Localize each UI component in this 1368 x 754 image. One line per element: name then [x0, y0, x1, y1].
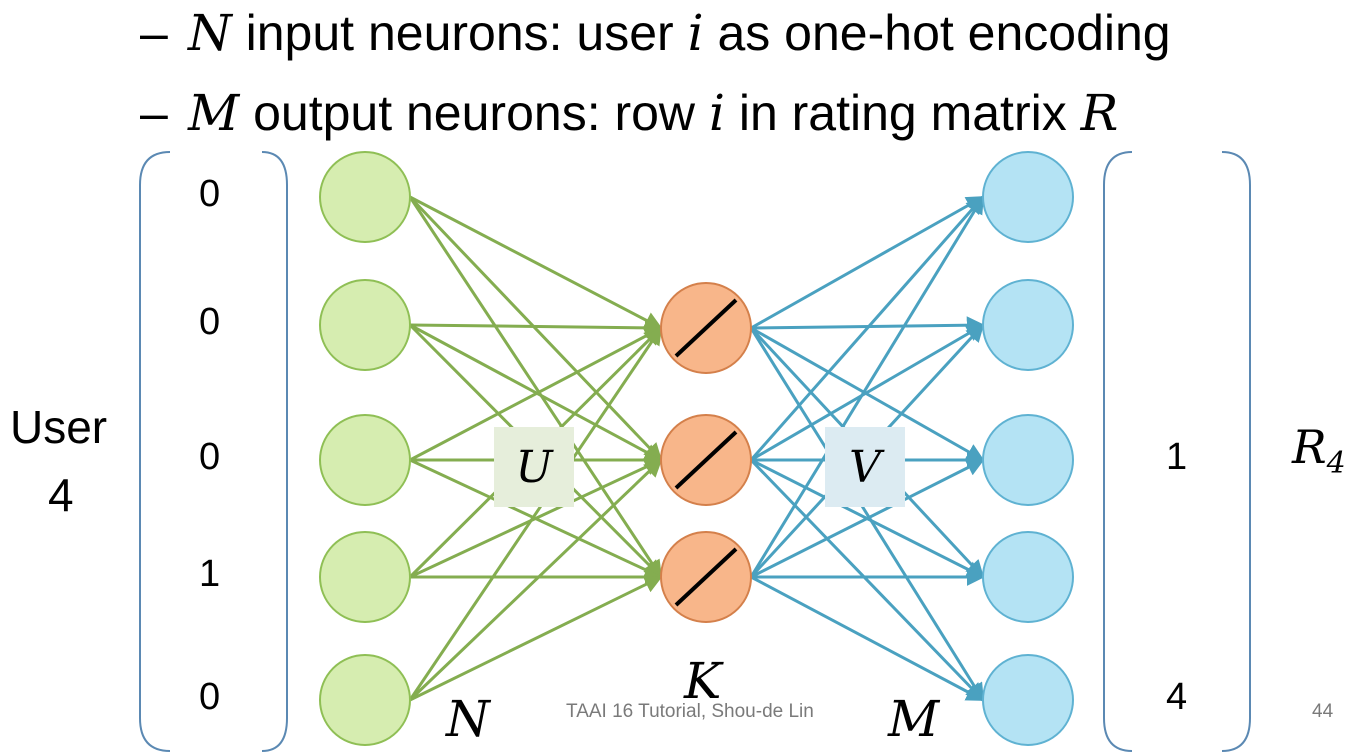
r4-label: R4	[1292, 424, 1346, 479]
r-subscript: 4	[1326, 446, 1346, 482]
input-vector-value-2: 0	[199, 301, 221, 343]
input-neuron-4	[319, 531, 411, 623]
user-label: User	[10, 401, 108, 453]
input-vector-value-1: 0	[199, 173, 221, 215]
edge-input-2-hidden-1	[409, 318, 663, 337]
edge-input-5-hidden-3	[409, 575, 663, 702]
var-i: i	[687, 4, 704, 62]
edge-input-5-hidden-1	[408, 326, 663, 701]
linear-activation-icon	[674, 430, 738, 490]
input-neuron-1	[319, 151, 411, 243]
output-neuron-4	[982, 531, 1074, 623]
edge-hidden-2-output-2	[750, 323, 985, 462]
output-vector-right-bracket	[1221, 151, 1251, 752]
edge-hidden-3-output-3	[750, 458, 985, 579]
bullet-dash: –	[140, 5, 168, 61]
edge-hidden-3-output-1	[749, 195, 985, 578]
output-neuron-2	[982, 279, 1074, 371]
edge-input-1-hidden-3	[408, 196, 663, 579]
linear-activation-icon	[674, 547, 738, 607]
weight-v-box	[825, 427, 905, 507]
r-base: R	[1292, 420, 1327, 474]
input-neuron-2	[319, 279, 411, 371]
page-number: 44	[1312, 701, 1334, 722]
input-neuron-5	[319, 654, 411, 746]
bullet-text: output neurons: row	[239, 85, 709, 141]
output-vector-left-bracket	[1103, 151, 1133, 752]
output-neuron-5	[982, 654, 1074, 746]
input-vector-value-5: 0	[199, 676, 221, 718]
input-vector-right-bracket	[261, 151, 288, 752]
input-vector-left-bracket	[139, 151, 171, 752]
weight-v-label: V	[849, 442, 885, 493]
bullet-dash: –	[140, 85, 168, 141]
bullet-text: in rating matrix	[724, 85, 1081, 141]
output-neuron-1	[982, 151, 1074, 243]
output-vector-value-5: 4	[1166, 676, 1188, 718]
output-neuron-3	[982, 414, 1074, 506]
layer-label-m: M	[888, 690, 940, 748]
edge-input-1-hidden-2	[408, 195, 663, 462]
output-vector-value-3: 1	[1166, 436, 1188, 478]
bullet-text: input neurons: user	[231, 5, 688, 61]
var-m: M	[188, 84, 240, 142]
footer-text: TAAI 16 Tutorial, Shou-de Lin	[566, 701, 814, 722]
bullet-input-neurons: – N input neurons: user i as one-hot enco…	[140, 8, 1171, 58]
input-neuron-3	[319, 414, 411, 506]
edge-input-5-hidden-2	[408, 458, 663, 702]
user-number: 4	[48, 469, 74, 521]
var-i: i	[708, 84, 725, 142]
edge-input-3-hidden-1	[409, 326, 663, 462]
edge-hidden-1-output-1	[750, 195, 985, 330]
edge-hidden-3-output-5	[750, 575, 985, 702]
weight-u-label: U	[515, 442, 554, 493]
input-vector-value-4: 1	[199, 553, 221, 595]
var-r: R	[1080, 84, 1119, 142]
linear-activation-icon	[674, 298, 738, 358]
edge-hidden-2-output-5	[749, 458, 985, 702]
input-vector-value-3: 0	[199, 436, 221, 478]
bullet-text: as one-hot encoding	[703, 5, 1171, 61]
bullet-output-neurons: – M output neurons: row i in rating matri…	[140, 88, 1118, 138]
weight-u-box	[494, 427, 574, 507]
layer-label-n: N	[446, 690, 490, 748]
edge-hidden-2-output-1	[749, 195, 985, 461]
edge-input-1-hidden-1	[409, 195, 663, 330]
layer-label-k: K	[684, 652, 722, 710]
var-n: N	[188, 4, 232, 62]
edge-hidden-1-output-5	[749, 327, 985, 702]
edge-input-4-hidden-2	[409, 458, 663, 579]
